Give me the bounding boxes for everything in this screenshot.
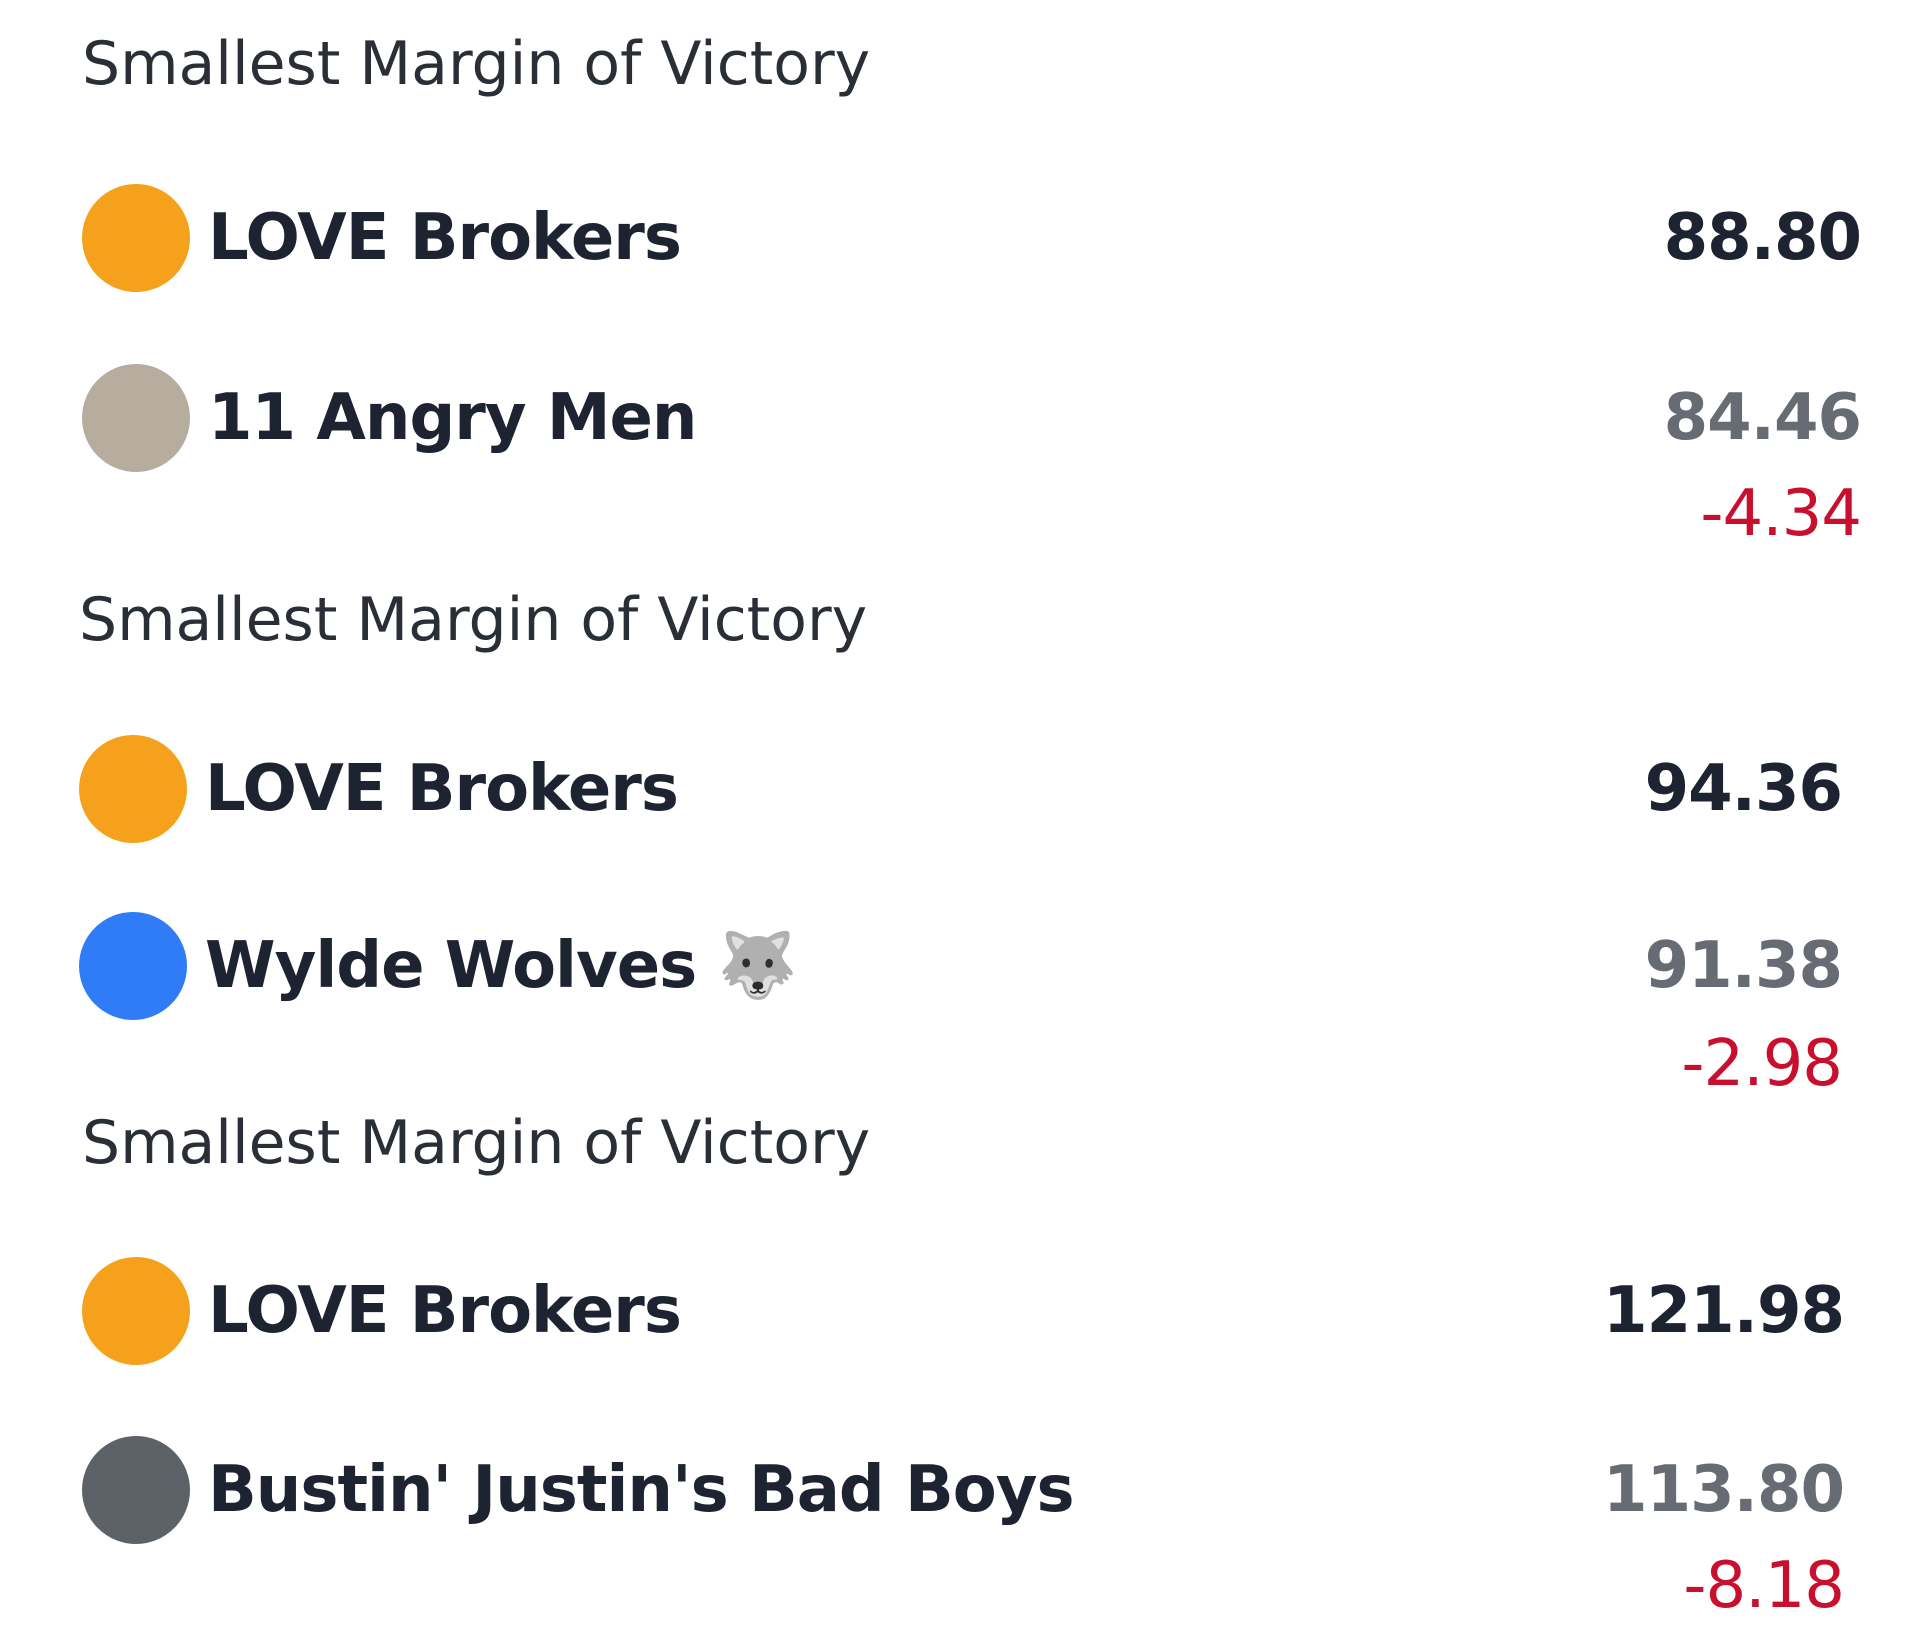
- section-title: Smallest Margin of Victory: [82, 29, 871, 99]
- margin-value: -2.98: [1681, 1027, 1843, 1101]
- team-name: LOVE Brokers: [205, 752, 679, 826]
- team-avatar: [82, 1436, 190, 1544]
- team-score: 113.80: [1603, 1453, 1845, 1527]
- team-name: Wylde Wolves 🐺: [205, 929, 797, 1003]
- team-avatar: [82, 184, 190, 292]
- section-title: Smallest Margin of Victory: [82, 1108, 871, 1178]
- team-name: LOVE Brokers: [208, 1274, 682, 1348]
- team-avatar: [82, 364, 190, 472]
- margin-value: -8.18: [1683, 1549, 1845, 1623]
- team-name: Bustin' Justin's Bad Boys: [208, 1453, 1075, 1527]
- team-score: 84.46: [1663, 381, 1862, 455]
- team-avatar: [79, 735, 187, 843]
- team-score: 88.80: [1663, 201, 1862, 275]
- team-name: LOVE Brokers: [208, 201, 682, 275]
- section-title: Smallest Margin of Victory: [79, 585, 868, 655]
- margin-value: -4.34: [1700, 477, 1862, 551]
- team-avatar: [79, 912, 187, 1020]
- team-avatar: [82, 1257, 190, 1365]
- team-score: 94.36: [1644, 752, 1843, 826]
- team-score: 91.38: [1644, 929, 1843, 1003]
- team-name: 11 Angry Men: [208, 381, 697, 455]
- team-score: 121.98: [1603, 1274, 1845, 1348]
